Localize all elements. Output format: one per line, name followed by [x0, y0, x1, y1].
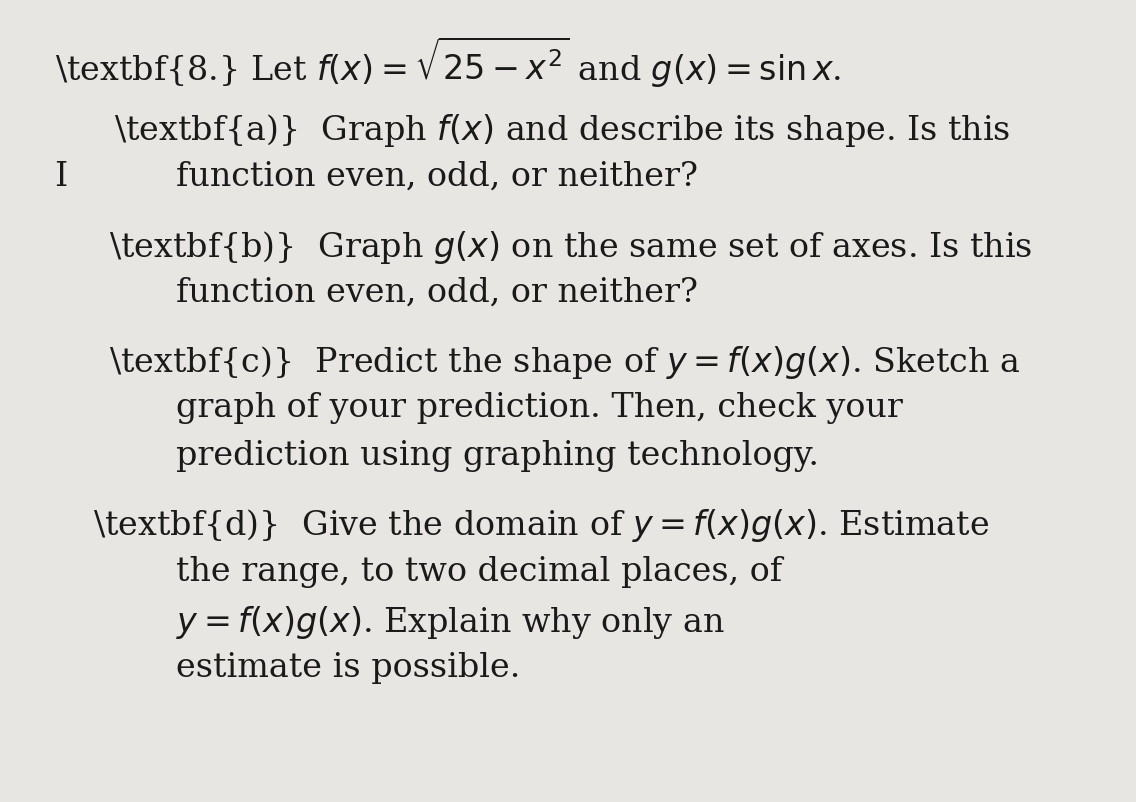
Text: \textbf{c)}  Predict the shape of $y = f(x)g(x)$. Sketch a: \textbf{c)} Predict the shape of $y = f(…: [109, 343, 1020, 380]
Text: I: I: [55, 160, 68, 192]
Text: \textbf{b)}  Graph $g(x)$ on the same set of axes. Is this: \textbf{b)} Graph $g(x)$ on the same set…: [109, 229, 1033, 265]
Text: graph of your prediction. Then, check your: graph of your prediction. Then, check yo…: [176, 391, 903, 423]
Text: $y = f(x)g(x)$. Explain why only an: $y = f(x)g(x)$. Explain why only an: [176, 603, 725, 640]
Text: estimate is possible.: estimate is possible.: [176, 651, 520, 683]
Text: the range, to two decimal places, of: the range, to two decimal places, of: [176, 555, 783, 587]
Text: function even, odd, or neither?: function even, odd, or neither?: [176, 277, 699, 309]
Text: prediction using graphing technology.: prediction using graphing technology.: [176, 439, 819, 472]
Text: function even, odd, or neither?: function even, odd, or neither?: [176, 160, 699, 192]
Text: \textbf{d)}  Give the domain of $y = f(x)g(x)$. Estimate: \textbf{d)} Give the domain of $y = f(x)…: [93, 507, 989, 544]
Text: \textbf{a)}  Graph $f(x)$ and describe its shape. Is this: \textbf{a)} Graph $f(x)$ and describe it…: [114, 112, 1010, 149]
Text: \textbf{8.} Let $f(x) = \sqrt{25 - x^2}$ and $g(x) = \sin x$.: \textbf{8.} Let $f(x) = \sqrt{25 - x^2}$…: [55, 34, 841, 88]
